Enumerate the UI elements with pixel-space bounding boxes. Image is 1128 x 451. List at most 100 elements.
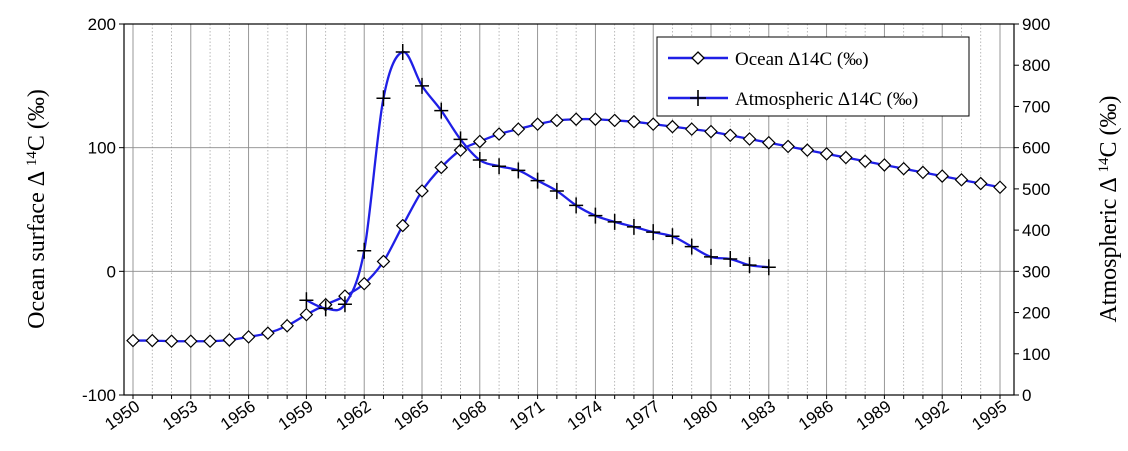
data-point-atmospheric bbox=[376, 90, 391, 107]
data-point-ocean bbox=[241, 330, 256, 344]
data-point-ocean bbox=[164, 334, 179, 349]
data-point-ocean bbox=[453, 143, 468, 157]
x-tick-label: 1971 bbox=[506, 397, 548, 434]
data-point-ocean bbox=[222, 333, 237, 347]
data-point-atmospheric bbox=[395, 44, 410, 61]
data-point-ocean bbox=[280, 318, 294, 333]
data-point-atmospheric bbox=[472, 152, 487, 169]
y2-tick-label: 300 bbox=[1022, 262, 1050, 281]
data-point-atmospheric bbox=[723, 250, 738, 267]
y2-tick-label: 900 bbox=[1022, 15, 1050, 34]
data-point-ocean bbox=[434, 160, 449, 175]
data-point-ocean bbox=[742, 132, 757, 146]
data-point-ocean bbox=[839, 150, 853, 165]
data-point-atmospheric bbox=[434, 102, 449, 119]
data-point-ocean bbox=[126, 333, 140, 348]
data-point-ocean bbox=[376, 254, 391, 269]
data-point-atmospheric bbox=[626, 218, 641, 235]
x-tick-label: 1992 bbox=[911, 397, 953, 434]
x-tick-label: 1977 bbox=[622, 397, 664, 434]
data-point-ocean bbox=[607, 113, 622, 128]
x-tick-label: 1989 bbox=[853, 397, 895, 434]
data-point-atmospheric bbox=[357, 242, 372, 259]
data-point-ocean bbox=[704, 124, 718, 139]
y2-tick-label: 800 bbox=[1022, 56, 1050, 75]
grid bbox=[124, 24, 1014, 395]
y2-tick-label: 100 bbox=[1022, 345, 1050, 364]
series-line-ocean bbox=[132, 117, 1001, 343]
y-tick-label: -100 bbox=[82, 386, 116, 405]
data-point-ocean bbox=[261, 326, 275, 341]
data-point-ocean bbox=[646, 117, 661, 132]
data-point-ocean bbox=[299, 307, 314, 322]
data-point-atmospheric bbox=[684, 238, 699, 255]
y2-tick-label: 400 bbox=[1022, 221, 1050, 240]
y2-tick-label: 600 bbox=[1022, 139, 1050, 158]
data-point-atmospheric bbox=[607, 213, 622, 230]
data-point-ocean bbox=[954, 172, 969, 187]
y2-tick-label: 700 bbox=[1022, 97, 1050, 116]
data-point-ocean bbox=[569, 112, 583, 127]
x-tick-label: 1968 bbox=[448, 397, 490, 434]
data-point-atmospheric bbox=[299, 292, 314, 309]
legend-label-atmospheric: Atmospheric Δ14C (‰) bbox=[735, 89, 918, 110]
data-point-ocean bbox=[916, 165, 930, 180]
x-tick-label: 1965 bbox=[390, 397, 432, 434]
legend: Ocean Δ14C (‰) Atmospheric Δ14C (‰) bbox=[656, 36, 970, 117]
y-axis-title: Ocean surface Δ 14C (‰) bbox=[24, 89, 50, 329]
data-point-ocean bbox=[993, 180, 1007, 195]
x-tick-label: 1983 bbox=[737, 397, 779, 434]
data-point-ocean bbox=[588, 112, 603, 127]
data-point-ocean bbox=[896, 161, 911, 176]
data-point-atmospheric bbox=[511, 162, 526, 179]
data-point-ocean bbox=[550, 113, 564, 128]
x-tick-label: 1956 bbox=[217, 397, 259, 434]
data-point-ocean bbox=[684, 122, 699, 136]
data-point-ocean bbox=[665, 119, 680, 134]
legend-box bbox=[656, 36, 970, 117]
data-point-atmospheric bbox=[337, 296, 352, 313]
y2-axis-title: Atmospheric Δ 14C (‰) bbox=[1096, 95, 1122, 322]
y2-tick-label: 0 bbox=[1022, 386, 1031, 405]
data-point-ocean bbox=[415, 184, 429, 198]
y-tick-label: 200 bbox=[88, 15, 116, 34]
legend-label-ocean: Ocean Δ14C (‰) bbox=[735, 49, 869, 70]
data-point-atmospheric bbox=[453, 131, 468, 148]
x-tick-label: 1995 bbox=[968, 397, 1010, 434]
x-tick-label: 1986 bbox=[795, 397, 837, 434]
data-point-atmospheric bbox=[318, 300, 333, 317]
data-point-ocean bbox=[781, 139, 795, 154]
data-point-atmospheric bbox=[549, 182, 564, 199]
data-point-ocean bbox=[877, 158, 892, 172]
data-point-ocean bbox=[145, 333, 160, 348]
data-point-atmospheric bbox=[704, 248, 718, 265]
data-point-atmospheric bbox=[415, 77, 429, 94]
series-group bbox=[126, 44, 1007, 349]
data-point-atmospheric bbox=[588, 207, 603, 224]
data-point-ocean bbox=[761, 135, 776, 150]
y2-tick-label: 200 bbox=[1022, 304, 1050, 323]
data-point-ocean bbox=[819, 147, 834, 161]
data-point-atmospheric bbox=[646, 224, 661, 241]
x-tick-label: 1974 bbox=[564, 397, 606, 434]
data-point-atmospheric bbox=[761, 259, 776, 276]
legend-marker-plus bbox=[690, 90, 706, 106]
data-point-atmospheric bbox=[492, 158, 507, 175]
data-point-ocean bbox=[723, 128, 738, 143]
data-point-ocean bbox=[511, 122, 526, 136]
x-tick-label: 1980 bbox=[679, 397, 721, 434]
data-point-ocean bbox=[492, 127, 506, 141]
data-point-ocean bbox=[627, 114, 641, 129]
data-point-ocean bbox=[183, 334, 198, 349]
data-point-atmospheric bbox=[569, 197, 584, 214]
plot-frame bbox=[123, 23, 1015, 396]
data-point-atmospheric bbox=[530, 172, 545, 189]
data-point-ocean bbox=[472, 134, 487, 149]
x-tick-label: 1953 bbox=[159, 397, 201, 434]
y-tick-label: 0 bbox=[107, 262, 116, 281]
data-point-ocean bbox=[800, 143, 815, 157]
data-point-atmospheric bbox=[665, 228, 680, 245]
data-point-ocean bbox=[357, 276, 372, 291]
data-point-ocean bbox=[935, 169, 950, 183]
